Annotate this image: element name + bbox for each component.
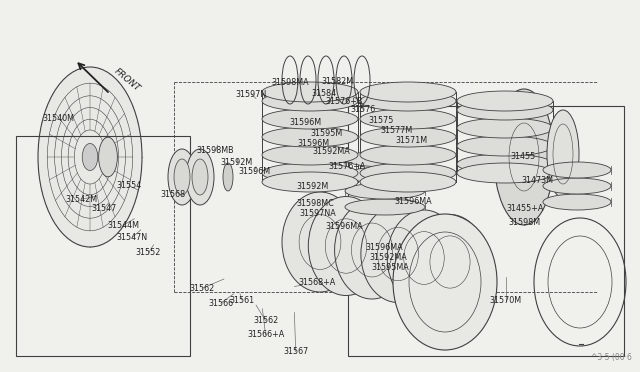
Text: 31595M: 31595M bbox=[310, 129, 342, 138]
Ellipse shape bbox=[543, 194, 611, 210]
Text: 31568: 31568 bbox=[161, 190, 186, 199]
Text: ^3 5 (00·6: ^3 5 (00·6 bbox=[591, 353, 632, 362]
Text: 31473M: 31473M bbox=[522, 176, 554, 185]
Text: 31540M: 31540M bbox=[43, 114, 75, 123]
Text: 31568+A: 31568+A bbox=[298, 278, 335, 287]
Text: 31592MA: 31592MA bbox=[312, 147, 349, 156]
Ellipse shape bbox=[174, 159, 190, 195]
Ellipse shape bbox=[262, 91, 358, 111]
Text: 31544M: 31544M bbox=[108, 221, 140, 230]
Ellipse shape bbox=[547, 110, 579, 198]
Ellipse shape bbox=[262, 127, 358, 147]
Text: 31584: 31584 bbox=[312, 89, 337, 98]
Ellipse shape bbox=[192, 159, 208, 195]
Ellipse shape bbox=[457, 91, 553, 111]
Text: 31547: 31547 bbox=[92, 204, 117, 213]
Ellipse shape bbox=[335, 201, 410, 299]
Ellipse shape bbox=[543, 162, 611, 178]
Text: 31592M: 31592M bbox=[221, 158, 253, 167]
Text: 31576+A: 31576+A bbox=[329, 162, 366, 171]
Ellipse shape bbox=[457, 136, 553, 156]
Ellipse shape bbox=[457, 154, 553, 174]
Text: 31598MC: 31598MC bbox=[297, 199, 334, 208]
Text: 31561: 31561 bbox=[229, 296, 255, 305]
Bar bbox=[348, 106, 624, 356]
Text: 31571M: 31571M bbox=[396, 136, 428, 145]
Text: FRONT: FRONT bbox=[112, 67, 141, 94]
Ellipse shape bbox=[457, 100, 553, 120]
Ellipse shape bbox=[360, 82, 456, 102]
Text: 31554: 31554 bbox=[116, 182, 142, 190]
Ellipse shape bbox=[361, 205, 435, 302]
Ellipse shape bbox=[99, 137, 117, 177]
Ellipse shape bbox=[457, 118, 553, 138]
Ellipse shape bbox=[543, 178, 611, 194]
Text: 31597NA: 31597NA bbox=[300, 209, 337, 218]
Ellipse shape bbox=[262, 145, 358, 165]
Ellipse shape bbox=[345, 151, 425, 167]
Text: 31597N: 31597N bbox=[236, 90, 267, 99]
Ellipse shape bbox=[360, 127, 456, 147]
Text: 31566: 31566 bbox=[208, 299, 234, 308]
Text: 31596M: 31596M bbox=[289, 118, 321, 126]
Ellipse shape bbox=[360, 91, 456, 111]
Text: 31576+B: 31576+B bbox=[325, 97, 362, 106]
Ellipse shape bbox=[223, 163, 233, 191]
Text: 31598M: 31598M bbox=[509, 218, 541, 227]
Text: 31567: 31567 bbox=[283, 347, 308, 356]
Ellipse shape bbox=[186, 149, 214, 205]
Text: 31592MA: 31592MA bbox=[370, 253, 407, 262]
Ellipse shape bbox=[360, 172, 456, 192]
Text: 31562: 31562 bbox=[253, 316, 278, 325]
Ellipse shape bbox=[38, 67, 142, 247]
Ellipse shape bbox=[282, 192, 358, 292]
Text: 31596MA: 31596MA bbox=[394, 198, 431, 206]
Text: 31582M: 31582M bbox=[321, 77, 353, 86]
Ellipse shape bbox=[262, 172, 358, 192]
Ellipse shape bbox=[360, 109, 456, 129]
Ellipse shape bbox=[262, 82, 358, 102]
Ellipse shape bbox=[360, 163, 456, 183]
Ellipse shape bbox=[168, 149, 196, 205]
Ellipse shape bbox=[345, 183, 425, 199]
Text: 31577M: 31577M bbox=[381, 126, 413, 135]
Text: 31596M: 31596M bbox=[238, 167, 270, 176]
Text: 31570M: 31570M bbox=[490, 296, 522, 305]
Text: 31552: 31552 bbox=[136, 248, 161, 257]
Ellipse shape bbox=[413, 215, 486, 310]
Text: 31542M: 31542M bbox=[66, 195, 98, 203]
Text: 31596MA: 31596MA bbox=[365, 243, 403, 252]
Ellipse shape bbox=[345, 199, 425, 215]
Ellipse shape bbox=[262, 163, 358, 183]
Ellipse shape bbox=[308, 196, 384, 295]
Bar bbox=[16, 136, 190, 356]
Text: 31547N: 31547N bbox=[117, 233, 148, 242]
Ellipse shape bbox=[82, 144, 98, 170]
Ellipse shape bbox=[393, 214, 497, 350]
Ellipse shape bbox=[262, 109, 358, 129]
Text: 31575: 31575 bbox=[368, 116, 394, 125]
Ellipse shape bbox=[387, 210, 461, 306]
Ellipse shape bbox=[345, 167, 425, 183]
Ellipse shape bbox=[494, 89, 554, 225]
Text: 31455: 31455 bbox=[511, 152, 536, 161]
Text: 31598MA: 31598MA bbox=[271, 78, 308, 87]
Text: 31596MA: 31596MA bbox=[326, 222, 363, 231]
Text: 31595MA: 31595MA bbox=[372, 263, 409, 272]
Text: 31596M: 31596M bbox=[298, 139, 330, 148]
Text: 31566+A: 31566+A bbox=[247, 330, 284, 339]
Text: 31592M: 31592M bbox=[296, 182, 328, 191]
Ellipse shape bbox=[457, 163, 553, 183]
Text: 31576: 31576 bbox=[351, 105, 376, 114]
Ellipse shape bbox=[360, 145, 456, 165]
Text: 31562: 31562 bbox=[189, 284, 215, 293]
Text: 31598MB: 31598MB bbox=[197, 146, 234, 155]
Text: 31455+A: 31455+A bbox=[506, 204, 543, 213]
